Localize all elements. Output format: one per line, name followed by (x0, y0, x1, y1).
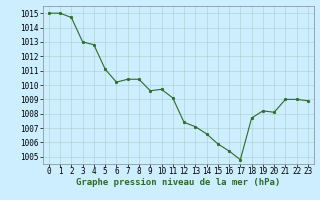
X-axis label: Graphe pression niveau de la mer (hPa): Graphe pression niveau de la mer (hPa) (76, 178, 281, 187)
